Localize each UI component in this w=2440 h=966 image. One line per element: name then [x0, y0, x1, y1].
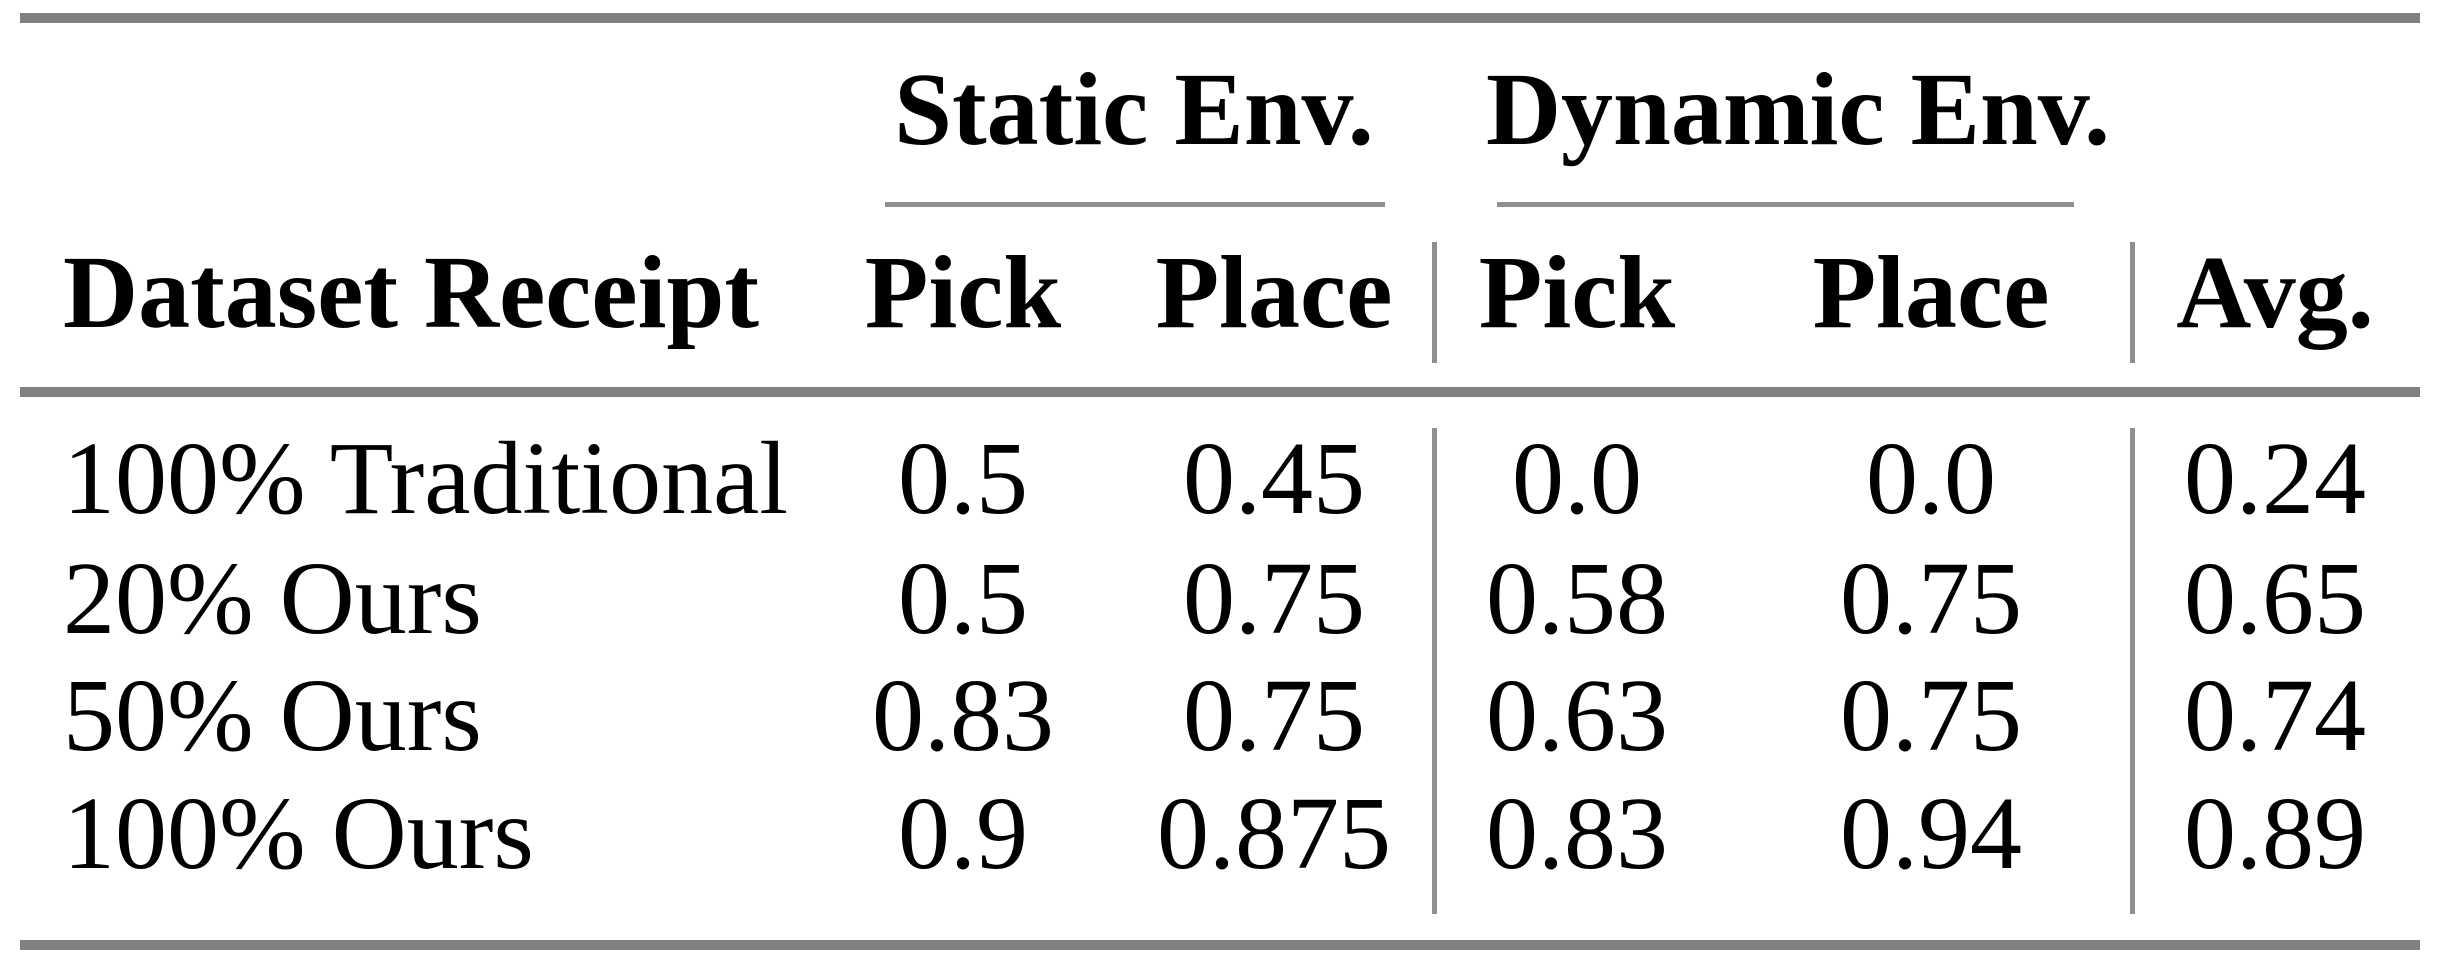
header-vertical-separator-1 — [1432, 242, 1437, 363]
group-header-static-env: Static Env. — [894, 52, 1374, 167]
body-vertical-separator-2 — [2130, 428, 2135, 914]
table-row: 100% Traditional 0.5 0.45 0.0 0.0 0.24 — [0, 427, 2440, 547]
row-label-cell: 20% Ours — [63, 541, 482, 656]
static-pick-cell: 0.83 — [872, 658, 1054, 773]
col-header-static-pick: Pick — [864, 235, 1062, 350]
static-place-cell: 0.45 — [1183, 421, 1365, 536]
row-label-cell: 100% Traditional — [63, 421, 789, 536]
dynamic-pick-cell: 0.0 — [1512, 421, 1642, 536]
table-mid-rule — [20, 387, 2420, 397]
static-pick-cell: 0.5 — [898, 421, 1028, 536]
static-place-cell: 0.75 — [1183, 541, 1365, 656]
dynamic-pick-cell: 0.63 — [1486, 658, 1668, 773]
table-top-rule — [20, 13, 2420, 23]
group-header-dynamic-env: Dynamic Env. — [1485, 52, 2111, 167]
static-place-cell: 0.875 — [1157, 776, 1391, 891]
dynamic-place-cell: 0.75 — [1840, 658, 2022, 773]
col-header-dataset-receipt: Dataset Receipt — [63, 235, 759, 350]
header-vertical-separator-2 — [2130, 242, 2135, 363]
dynamic-pick-cell: 0.83 — [1486, 776, 1668, 891]
avg-cell: 0.65 — [2184, 541, 2366, 656]
avg-cell: 0.74 — [2184, 658, 2366, 773]
dynamic-place-cell: 0.0 — [1866, 421, 1996, 536]
table-bottom-rule — [20, 940, 2420, 950]
col-header-dynamic-place: Place — [1812, 235, 2050, 350]
col-header-dynamic-pick: Pick — [1478, 235, 1676, 350]
dynamic-place-cell: 0.94 — [1840, 776, 2022, 891]
dynamic-place-cell: 0.75 — [1840, 541, 2022, 656]
static-place-cell: 0.75 — [1183, 658, 1365, 773]
table-row: 50% Ours 0.83 0.75 0.63 0.75 0.74 — [0, 664, 2440, 784]
col-header-avg: Avg. — [2176, 235, 2374, 350]
dynamic-env-underline — [1497, 202, 2074, 207]
row-label-cell: 50% Ours — [63, 658, 482, 773]
col-header-static-place: Place — [1155, 235, 1393, 350]
table-row: 100% Ours 0.9 0.875 0.83 0.94 0.89 — [0, 782, 2440, 902]
static-pick-cell: 0.9 — [898, 776, 1028, 891]
row-label-cell: 100% Ours — [63, 776, 534, 891]
static-pick-cell: 0.5 — [898, 541, 1028, 656]
static-env-underline — [885, 202, 1385, 207]
avg-cell: 0.89 — [2184, 776, 2366, 891]
dynamic-pick-cell: 0.58 — [1486, 541, 1668, 656]
table-row: 20% Ours 0.5 0.75 0.58 0.75 0.65 — [0, 547, 2440, 667]
body-vertical-separator-1 — [1432, 428, 1437, 914]
avg-cell: 0.24 — [2184, 421, 2366, 536]
